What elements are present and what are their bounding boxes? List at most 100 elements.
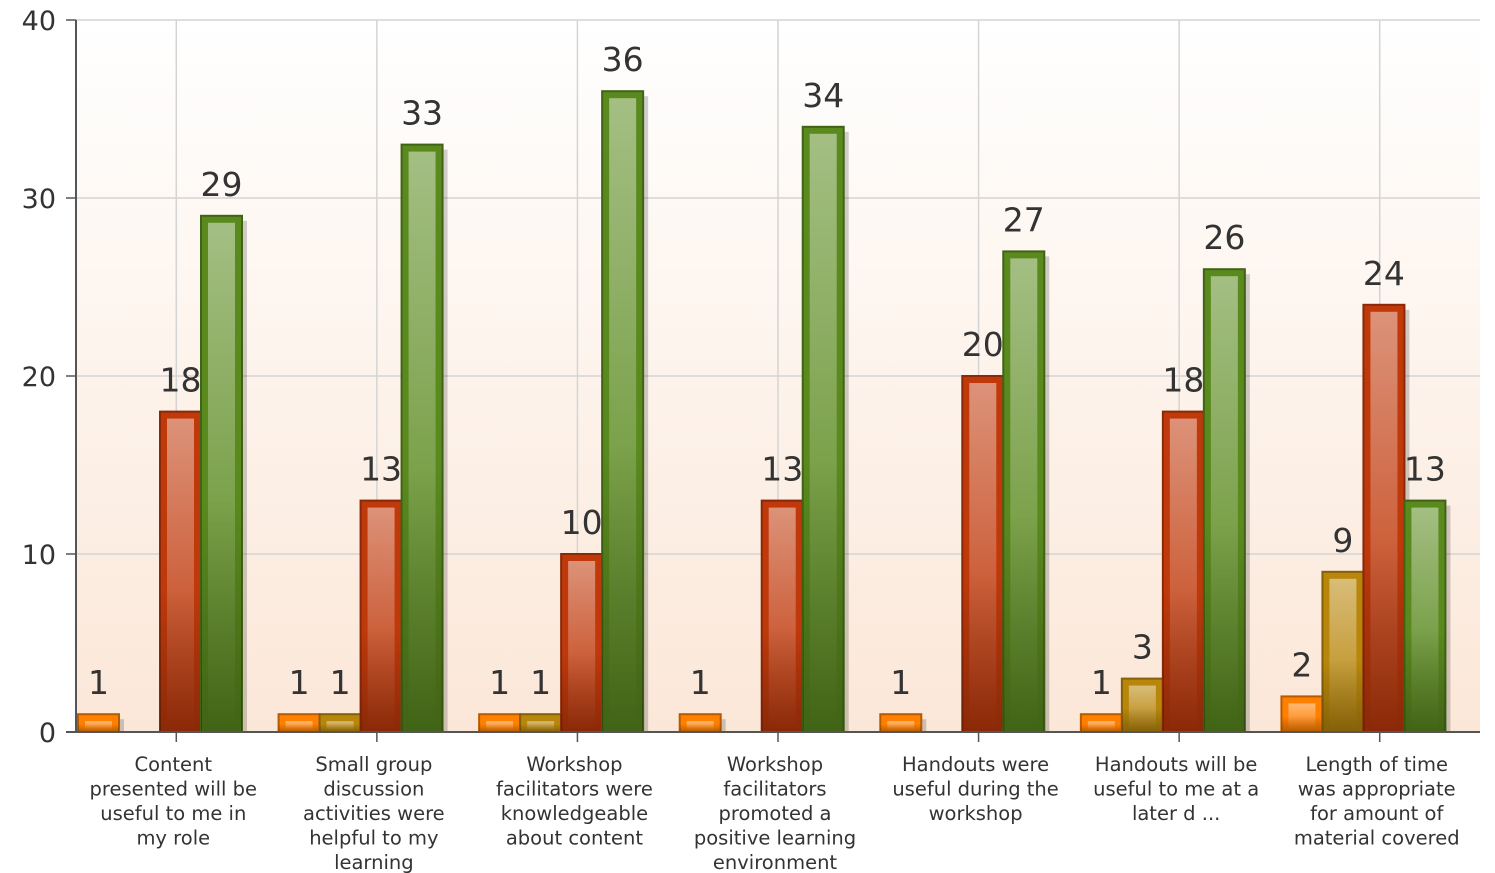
category-label: Workshop facilitators promoted a positive l…: [694, 753, 856, 873]
category-label-line: material covered: [1294, 827, 1460, 850]
bar-shading: [1363, 304, 1405, 732]
data-label: 26: [1203, 218, 1245, 257]
bars: [77, 90, 1451, 734]
category-label-line: useful to me at a: [1093, 778, 1259, 801]
bar-group: [678, 713, 726, 734]
bar-group: [1002, 250, 1050, 733]
category-label-line: positive learning: [694, 827, 856, 850]
data-label: 33: [401, 94, 443, 133]
bar-shading: [561, 554, 603, 732]
bar-shading: [319, 714, 361, 732]
bar-shading: [679, 714, 721, 732]
bar-group: [359, 499, 407, 733]
data-label: 27: [1003, 200, 1045, 239]
y-tick-label: 20: [22, 362, 56, 393]
data-label: 13: [360, 450, 402, 489]
category-label-line: later d ...: [1132, 802, 1220, 825]
bar-group: [77, 713, 124, 734]
bar-shading: [201, 215, 242, 733]
data-label: 1: [530, 663, 551, 702]
y-tick-label: 40: [22, 6, 56, 37]
category-label-line: Workshop: [727, 753, 823, 776]
bar-group: [1202, 268, 1250, 733]
bar-group: [801, 125, 849, 734]
y-tick-label: 10: [22, 540, 56, 571]
bar-group: [1280, 695, 1328, 734]
category-label: Content presented will be useful to me in m…: [90, 753, 257, 850]
category-label-line: activities were: [303, 802, 445, 825]
category-label-line: about content: [506, 827, 643, 850]
data-label: 1: [890, 663, 911, 702]
data-label: 13: [1404, 450, 1446, 489]
category-label-line: Handouts will be: [1095, 753, 1257, 776]
bar-shading: [78, 714, 119, 732]
bar-group: [277, 713, 325, 734]
category-label-line: promoted a: [719, 802, 832, 825]
bar-shading: [1281, 696, 1323, 732]
bar-group: [879, 713, 927, 734]
category-label-line: learning: [334, 851, 414, 873]
category-label-line: Handouts were: [902, 753, 1049, 776]
bar-shading: [880, 714, 922, 732]
data-label: 10: [561, 503, 603, 542]
data-label: 1: [1091, 663, 1112, 702]
category-label-line: Small group: [315, 753, 432, 776]
category-label-line: my role: [136, 827, 210, 850]
category-label: Handouts were useful during the workshop: [892, 753, 1058, 825]
data-label: 18: [1162, 361, 1204, 400]
bar-shading: [962, 376, 1004, 732]
bar-shading: [1080, 714, 1122, 732]
bar-group: [601, 90, 649, 733]
bar-shading: [401, 144, 443, 733]
bar-shading: [360, 500, 402, 732]
category-label: Length of time was appropriate for amount …: [1294, 753, 1460, 850]
bar-group: [1362, 303, 1410, 733]
data-label: 34: [802, 76, 844, 115]
category-label-line: useful to me in: [100, 802, 246, 825]
category-label-line: facilitators: [723, 778, 826, 801]
data-label: 13: [761, 450, 803, 489]
bar-shading: [1404, 500, 1446, 732]
data-label: 1: [690, 663, 711, 702]
data-label: 29: [201, 165, 243, 204]
bar-group: [1161, 410, 1209, 733]
bar-shading: [602, 91, 644, 732]
data-label: 9: [1332, 521, 1353, 560]
bar-shading: [278, 714, 320, 732]
bar-shading: [1121, 678, 1163, 732]
category-label-line: useful during the: [892, 778, 1058, 801]
bar-group: [478, 713, 526, 734]
bar-group: [961, 375, 1009, 733]
category-label-line: Workshop: [526, 753, 622, 776]
bar-shading: [1322, 571, 1364, 732]
bar-group: [400, 143, 448, 734]
data-label: 1: [289, 663, 310, 702]
category-label-line: for amount of: [1310, 802, 1444, 825]
axes: [66, 19, 1480, 742]
data-label: 2: [1291, 645, 1312, 684]
category-label-line: presented will be: [90, 778, 257, 801]
bar-group: [1079, 713, 1127, 734]
category-label-line: helpful to my: [309, 827, 438, 850]
bar-group: [1403, 499, 1451, 733]
bar-group: [760, 499, 808, 733]
category-label: Workshop facilitators were knowledgeable ab…: [496, 753, 653, 850]
category-label-line: environment: [713, 851, 838, 873]
bar-group: [1321, 570, 1369, 733]
bar-group: [1120, 677, 1168, 733]
category-label-line: Content: [135, 753, 213, 776]
bar-shading: [479, 714, 521, 732]
category-label: Handouts will be useful to me at a later d…: [1093, 753, 1259, 825]
bar-shading: [1162, 411, 1204, 732]
category-label-line: knowledgeable: [501, 802, 648, 825]
data-label: 18: [160, 361, 202, 400]
category-label-line: facilitators were: [496, 778, 653, 801]
data-label: 1: [489, 663, 510, 702]
category-label-line: was appropriate: [1298, 778, 1456, 801]
data-label: 24: [1363, 254, 1405, 293]
data-label: 1: [88, 663, 109, 702]
data-label: 1: [330, 663, 351, 702]
category-label-line: Length of time: [1305, 753, 1448, 776]
